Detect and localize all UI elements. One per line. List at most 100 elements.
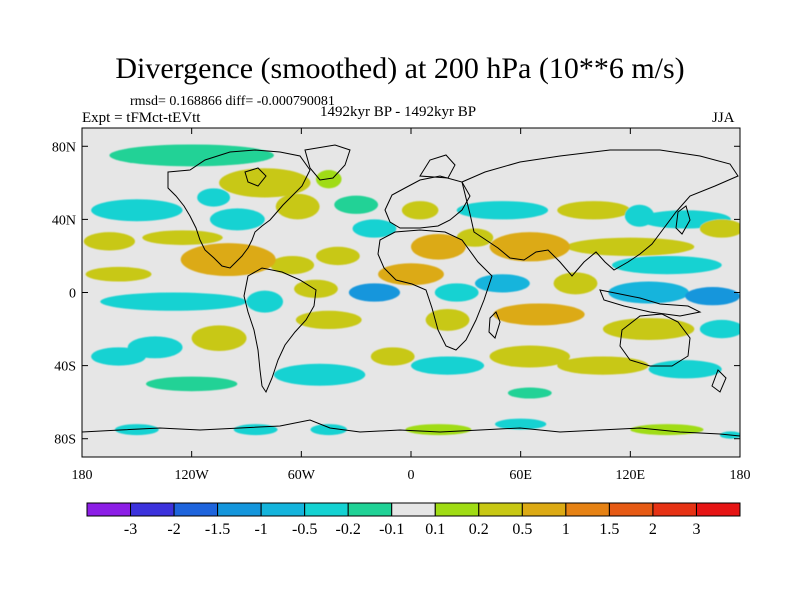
field-blob bbox=[100, 292, 247, 311]
field-blob bbox=[566, 237, 695, 256]
colorbar-label: 1.5 bbox=[599, 521, 619, 538]
field-blob bbox=[191, 325, 247, 351]
field-blob bbox=[411, 356, 485, 375]
colorbar-label: -0.1 bbox=[379, 521, 404, 538]
season-label: JJA bbox=[712, 110, 735, 126]
field-blob bbox=[456, 201, 549, 220]
colorbar-swatch bbox=[86, 502, 132, 517]
field-blob bbox=[246, 290, 284, 313]
colorbar-label: -0.5 bbox=[292, 521, 317, 538]
coastline-antarctica bbox=[82, 419, 740, 437]
coastlines bbox=[82, 144, 740, 437]
colorbar-label: 0.2 bbox=[469, 521, 489, 538]
field-blob bbox=[209, 208, 265, 231]
colorbar-swatch bbox=[304, 502, 349, 517]
coastline-australia bbox=[619, 313, 691, 367]
colorbar-swatch bbox=[652, 502, 697, 517]
y-tick-label: 40N bbox=[52, 213, 76, 228]
field-blob bbox=[315, 170, 342, 189]
field-blob bbox=[553, 272, 598, 295]
divergence-field bbox=[83, 144, 740, 439]
field-blob bbox=[295, 310, 362, 330]
field-blob bbox=[83, 232, 136, 251]
field-blob bbox=[425, 308, 470, 331]
field-blob bbox=[602, 318, 695, 341]
colorbar-swatch bbox=[695, 502, 741, 517]
field-blob bbox=[91, 347, 146, 366]
colorbar-swatch bbox=[608, 502, 654, 517]
coastline-japan bbox=[675, 205, 691, 235]
field-blob bbox=[612, 255, 722, 275]
field-blob bbox=[495, 418, 547, 430]
colorbar-swatch bbox=[434, 502, 480, 517]
field-blob bbox=[315, 246, 360, 266]
field-blob bbox=[145, 376, 238, 392]
colorbar-swatch bbox=[260, 502, 306, 517]
y-tick-label: 0 bbox=[69, 287, 76, 302]
colorbar-label: 3 bbox=[692, 521, 700, 538]
coastline-africa bbox=[377, 229, 493, 351]
colorbar-swatch bbox=[347, 502, 393, 517]
field-blob bbox=[489, 345, 571, 368]
colorbar-label: 2 bbox=[649, 521, 657, 538]
field-blob bbox=[109, 144, 274, 167]
field-blob bbox=[699, 319, 740, 339]
y-axis: 80N 40N 0 40S 80S bbox=[52, 140, 740, 448]
colorbar-swatch bbox=[130, 502, 175, 517]
chart-title: Divergence (smoothed) at 200 hPa (10**6 … bbox=[115, 52, 685, 85]
x-tick-label: 180 bbox=[72, 468, 93, 483]
colorbar-swatch bbox=[478, 502, 523, 517]
experiment-label: Expt = tFMct-tEVtt bbox=[82, 110, 201, 126]
colorbar-label: 0.5 bbox=[512, 521, 532, 538]
field-blob bbox=[489, 232, 571, 262]
field-blob bbox=[608, 281, 689, 304]
field-blob bbox=[348, 283, 401, 302]
field-blob bbox=[493, 303, 585, 326]
x-axis: 180 120W 60W 0 60E 120E 180 bbox=[72, 128, 751, 483]
field-blob bbox=[310, 424, 348, 436]
coastline-indonesia bbox=[599, 289, 702, 317]
field-blob bbox=[474, 274, 530, 293]
x-tick-label: 60E bbox=[509, 468, 532, 483]
coastline-scandinavia bbox=[419, 154, 456, 179]
field-blob bbox=[273, 363, 366, 386]
y-tick-label: 80S bbox=[54, 433, 76, 448]
stats-text: rmsd= 0.168866 diff= -0.000790081 bbox=[130, 94, 335, 109]
field-blob bbox=[456, 228, 494, 247]
coastline-europe bbox=[384, 175, 471, 229]
colorbar-label: -2 bbox=[167, 521, 180, 538]
field-blob bbox=[557, 356, 649, 375]
coastline-south-america bbox=[243, 267, 317, 394]
coastline-north-america bbox=[167, 149, 311, 269]
colorbar-label: -3 bbox=[124, 521, 137, 538]
field-blob bbox=[557, 201, 631, 220]
field-blob bbox=[401, 201, 439, 220]
field-blob bbox=[219, 168, 311, 198]
x-tick-label: 60W bbox=[288, 468, 316, 483]
field-blob bbox=[507, 387, 552, 399]
field-blob bbox=[233, 424, 278, 436]
field-blob bbox=[91, 199, 183, 222]
colorbar-swatch bbox=[173, 502, 219, 517]
field-blob bbox=[685, 287, 740, 306]
field-blob bbox=[648, 360, 722, 379]
x-tick-label: 120E bbox=[616, 468, 646, 483]
colorbar-swatch bbox=[391, 502, 436, 517]
field-blob bbox=[699, 219, 740, 238]
field-blob bbox=[294, 279, 338, 298]
colorbar-label: -1.5 bbox=[205, 521, 230, 538]
field-blob bbox=[197, 188, 231, 207]
field-blob bbox=[405, 424, 472, 436]
colorbar-swatch bbox=[217, 502, 262, 517]
x-tick-label: 120W bbox=[175, 468, 210, 483]
colorbar-label: 1 bbox=[562, 521, 570, 538]
coastline-madagascar bbox=[488, 311, 501, 339]
colorbar: -3 -2 -1.5 -1 -0.5 -0.2 -0.1 0.1 0.2 0.5 1 1.5 2 3 bbox=[86, 502, 741, 538]
colorbar-label: 0.1 bbox=[425, 521, 445, 538]
field-blob bbox=[370, 347, 415, 366]
colorbar-swatch bbox=[565, 502, 610, 517]
field-blob bbox=[85, 266, 152, 282]
colorbar-label: -0.2 bbox=[336, 521, 361, 538]
field-blob bbox=[142, 230, 223, 245]
